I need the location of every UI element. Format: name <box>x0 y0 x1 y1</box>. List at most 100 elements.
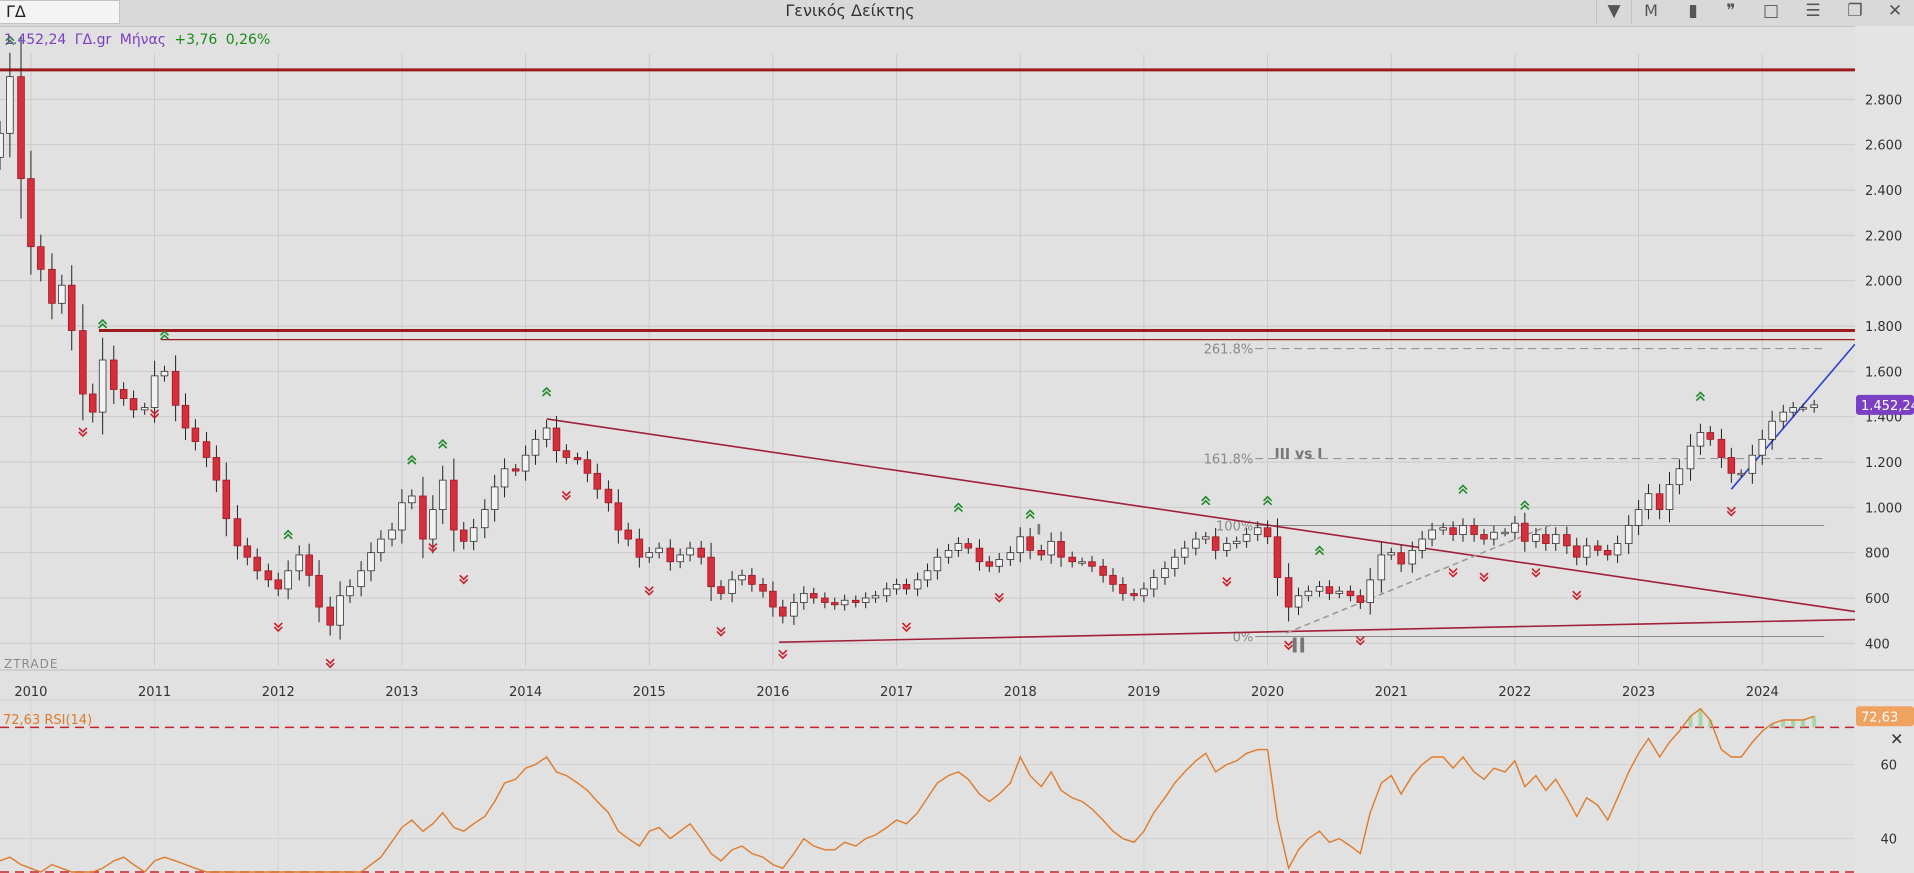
quote-icon[interactable]: ❞ <box>1726 1 1736 21</box>
peak-marker <box>98 318 108 329</box>
close-icon[interactable]: ✕ <box>1887 1 1903 21</box>
candle <box>1542 534 1550 544</box>
candle <box>1171 556 1179 569</box>
y-axis-tick-label: 2.800 <box>1865 93 1902 108</box>
trough-marker <box>901 622 912 633</box>
candle <box>1408 550 1417 565</box>
legend-period: Μήνας <box>120 32 166 48</box>
candle <box>274 579 283 590</box>
candle <box>1047 540 1055 556</box>
price-axis-background <box>1855 26 1914 873</box>
candle <box>645 552 654 558</box>
trough-marker <box>1284 640 1294 651</box>
trough-marker <box>1355 635 1365 646</box>
candle <box>450 479 458 531</box>
candle <box>1057 540 1065 558</box>
candle <box>717 586 725 594</box>
x-axis-tick-label: 2010 <box>14 685 47 700</box>
trough-marker <box>994 592 1004 603</box>
candle <box>264 570 273 581</box>
candle <box>892 584 901 590</box>
x-axis-tick-label: 2020 <box>1251 685 1284 700</box>
candle <box>377 538 385 554</box>
candle <box>779 606 787 617</box>
candle <box>17 76 25 180</box>
candle <box>48 268 56 304</box>
last-price-label: 1.452,24 <box>1861 399 1914 414</box>
peak-marker <box>1458 484 1468 495</box>
x-axis-tick-label: 2021 <box>1375 685 1408 700</box>
menu-icon[interactable]: ☰ <box>1805 1 1821 21</box>
candle <box>1130 593 1138 597</box>
trough-marker <box>778 649 788 660</box>
candle <box>1377 554 1386 581</box>
candle <box>852 599 860 603</box>
chevron-down-icon[interactable]: ▼ <box>1596 0 1632 24</box>
peak-marker <box>407 454 417 465</box>
trend-line <box>779 618 1856 643</box>
candle <box>110 359 118 390</box>
rsi-axis-tick-label: 60 <box>1880 758 1897 773</box>
candle <box>429 509 437 540</box>
legend-text: 1.452,24 ΓΔ.gr Μήνας +3,76 0,26% <box>4 32 270 48</box>
candle <box>676 554 684 563</box>
x-axis-tick-label: 2013 <box>385 685 418 700</box>
candle <box>1192 538 1200 549</box>
trough-marker <box>644 586 654 596</box>
candle <box>1294 595 1303 608</box>
y-axis-tick-label: 1.600 <box>1865 365 1902 380</box>
candle <box>119 389 128 399</box>
candle <box>388 529 396 540</box>
candle <box>419 495 427 540</box>
candle <box>975 547 984 563</box>
candle <box>521 454 530 472</box>
candle <box>666 547 675 563</box>
candle <box>202 441 211 458</box>
candle <box>511 468 520 472</box>
candle <box>326 606 334 626</box>
candle <box>1779 411 1788 422</box>
candle <box>1737 472 1745 476</box>
candle <box>1180 547 1189 558</box>
peak-marker <box>283 529 293 540</box>
candle <box>1582 545 1591 558</box>
legend-change: +3,76 <box>174 32 217 48</box>
symbol-input[interactable]: ΓΔ <box>0 0 120 24</box>
candle <box>1624 525 1633 545</box>
candle <box>481 509 489 529</box>
restore-window-icon[interactable]: ❐ <box>1847 1 1863 21</box>
candle <box>140 407 149 411</box>
candle <box>1717 438 1726 458</box>
candle <box>871 595 880 599</box>
candle <box>1068 556 1076 563</box>
candle <box>840 599 849 606</box>
lock-icon[interactable]: □ <box>1762 1 1780 21</box>
candle <box>79 330 87 395</box>
peak-marker <box>542 386 552 397</box>
rsi-panel <box>0 707 1855 873</box>
period-button[interactable]: M <box>1644 1 1658 20</box>
y-axis-tick-label: 2.400 <box>1865 184 1902 199</box>
candle <box>1594 545 1602 551</box>
candle <box>1613 543 1622 556</box>
candle <box>809 593 818 599</box>
candle <box>1748 454 1757 474</box>
candle <box>1335 590 1344 594</box>
candle <box>1810 404 1818 409</box>
candle <box>459 529 468 542</box>
candle <box>882 588 891 597</box>
candle <box>1315 586 1324 592</box>
candle <box>243 545 252 558</box>
watermark: ZTRADE <box>4 657 58 671</box>
save-icon[interactable]: ▮ <box>1688 1 1698 21</box>
x-axis-tick-label: 2016 <box>756 685 789 700</box>
candle <box>346 586 354 597</box>
close-icon[interactable]: ✕ <box>1890 729 1903 748</box>
y-axis-tick-label: 800 <box>1865 547 1890 562</box>
candle <box>635 538 644 558</box>
peak-marker <box>1695 391 1705 402</box>
candle <box>0 132 4 158</box>
candle <box>27 178 35 248</box>
candle <box>830 602 839 606</box>
